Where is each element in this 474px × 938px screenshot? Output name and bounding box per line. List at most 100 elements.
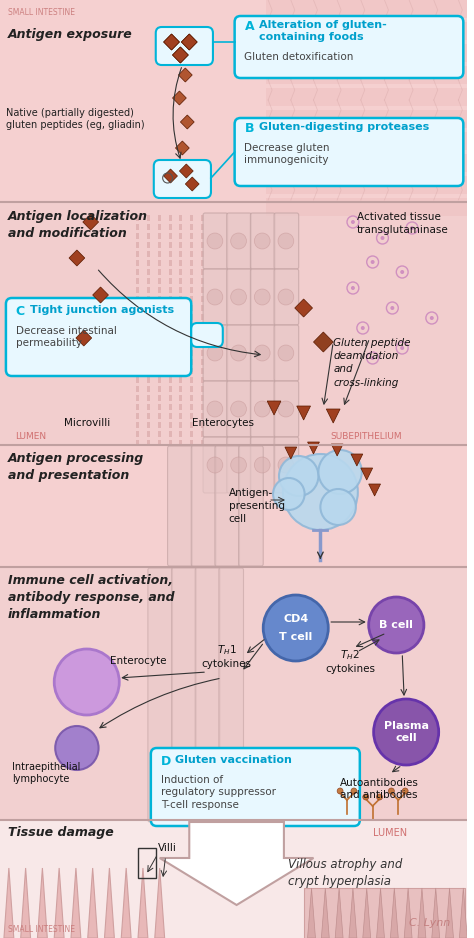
Bar xyxy=(180,233,182,239)
Bar xyxy=(136,422,139,428)
Circle shape xyxy=(231,457,246,473)
Bar xyxy=(169,242,172,248)
Bar xyxy=(158,377,161,383)
Bar xyxy=(180,314,182,320)
Bar xyxy=(147,359,150,365)
Text: Villous atrophy and
crypt hyperplasia: Villous atrophy and crypt hyperplasia xyxy=(288,858,402,888)
Bar xyxy=(136,440,139,446)
FancyBboxPatch shape xyxy=(250,213,275,269)
Bar xyxy=(169,359,172,365)
Text: Antigen-
presenting
cell: Antigen- presenting cell xyxy=(229,488,285,524)
Bar xyxy=(201,260,204,266)
Bar xyxy=(147,440,150,446)
Text: Gluten detoxification: Gluten detoxification xyxy=(245,52,354,62)
Bar xyxy=(169,260,172,266)
Bar xyxy=(147,305,150,311)
Polygon shape xyxy=(432,888,440,938)
FancyBboxPatch shape xyxy=(235,16,463,78)
Text: Antigen processing
and presentation: Antigen processing and presentation xyxy=(8,452,144,482)
Polygon shape xyxy=(173,47,188,63)
Circle shape xyxy=(278,345,294,361)
Polygon shape xyxy=(308,888,316,938)
Bar xyxy=(190,278,193,284)
Bar xyxy=(190,422,193,428)
Bar xyxy=(190,431,193,437)
Polygon shape xyxy=(92,287,109,303)
Circle shape xyxy=(207,457,223,473)
Bar xyxy=(158,215,161,221)
Text: Plasma
cell: Plasma cell xyxy=(383,720,428,743)
Bar xyxy=(190,440,193,446)
Bar xyxy=(136,332,139,338)
Bar xyxy=(201,305,204,311)
Bar xyxy=(180,242,182,248)
Bar xyxy=(266,198,467,216)
Bar xyxy=(180,404,182,410)
Circle shape xyxy=(207,289,223,305)
Circle shape xyxy=(376,794,383,800)
Bar xyxy=(201,413,204,419)
Polygon shape xyxy=(335,888,343,938)
Polygon shape xyxy=(173,91,186,105)
Bar xyxy=(136,305,139,311)
Bar xyxy=(190,404,193,410)
Circle shape xyxy=(400,270,404,274)
Bar xyxy=(180,413,182,419)
Bar xyxy=(201,431,204,437)
Circle shape xyxy=(55,726,99,770)
Bar xyxy=(136,242,139,248)
Bar xyxy=(147,242,150,248)
FancyBboxPatch shape xyxy=(191,323,223,347)
Text: Gluten-digesting proteases: Gluten-digesting proteases xyxy=(259,122,429,132)
Bar xyxy=(147,233,150,239)
Polygon shape xyxy=(459,888,467,938)
Bar xyxy=(147,341,150,347)
Bar xyxy=(136,377,139,383)
Text: Tissue damage: Tissue damage xyxy=(8,826,114,839)
Polygon shape xyxy=(308,442,319,454)
Bar xyxy=(0,567,467,820)
Text: Intraepithelial
lymphocyte: Intraepithelial lymphocyte xyxy=(12,762,80,784)
Polygon shape xyxy=(164,34,180,50)
Circle shape xyxy=(388,788,394,794)
Bar xyxy=(136,341,139,347)
Bar xyxy=(147,332,150,338)
Polygon shape xyxy=(178,68,192,82)
Bar xyxy=(147,323,150,329)
Text: Microvilli: Microvilli xyxy=(64,418,110,428)
Bar xyxy=(201,422,204,428)
Bar xyxy=(201,368,204,374)
Bar xyxy=(190,260,193,266)
FancyBboxPatch shape xyxy=(219,568,244,822)
Bar xyxy=(136,278,139,284)
Bar xyxy=(201,404,204,410)
FancyBboxPatch shape xyxy=(203,381,228,437)
FancyBboxPatch shape xyxy=(6,298,191,376)
Text: Induction of
regulatory suppressor
T-cell response: Induction of regulatory suppressor T-cel… xyxy=(161,775,276,809)
Bar xyxy=(180,296,182,302)
Bar xyxy=(180,440,182,446)
Bar xyxy=(138,848,156,878)
Bar xyxy=(158,395,161,401)
FancyBboxPatch shape xyxy=(148,568,173,822)
Bar xyxy=(190,233,193,239)
Bar xyxy=(201,233,204,239)
FancyBboxPatch shape xyxy=(274,213,299,269)
Bar xyxy=(136,224,139,230)
FancyBboxPatch shape xyxy=(250,437,275,493)
Text: T cell: T cell xyxy=(279,632,312,642)
Bar xyxy=(147,422,150,428)
Polygon shape xyxy=(54,868,64,938)
Polygon shape xyxy=(321,888,329,938)
Text: B cell: B cell xyxy=(379,620,413,630)
FancyBboxPatch shape xyxy=(250,325,275,381)
Circle shape xyxy=(283,454,358,530)
Bar xyxy=(158,278,161,284)
Circle shape xyxy=(319,450,362,494)
Bar xyxy=(158,242,161,248)
FancyBboxPatch shape xyxy=(203,269,228,325)
Text: $T_{H}$2
cytokines: $T_{H}$2 cytokines xyxy=(325,648,375,674)
FancyBboxPatch shape xyxy=(203,325,228,381)
Bar xyxy=(147,368,150,374)
Bar xyxy=(190,350,193,356)
